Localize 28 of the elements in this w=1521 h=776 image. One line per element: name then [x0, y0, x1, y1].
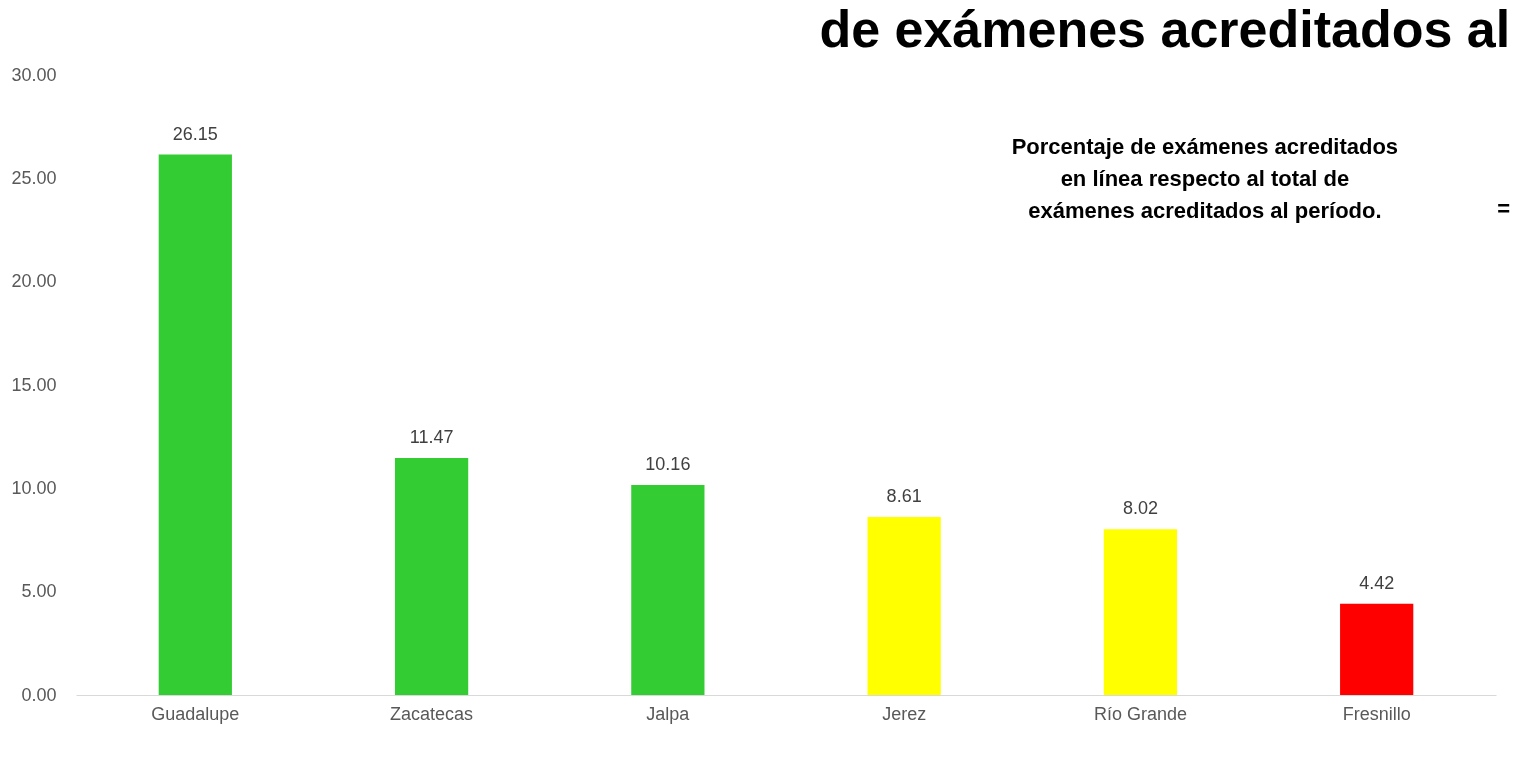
bar: [867, 517, 941, 695]
bar: [394, 457, 469, 695]
y-tick-label: 20.00: [11, 271, 57, 292]
data-label: 8.02: [1122, 498, 1158, 519]
y-tick-label: 0.00: [21, 684, 57, 705]
x-tick-label: Guadalupe: [151, 703, 240, 724]
y-tick-label: 5.00: [21, 581, 57, 602]
y-tick-label: 30.00: [11, 64, 57, 85]
data-label: 11.47: [409, 426, 454, 447]
y-tick-label: 25.00: [11, 167, 57, 188]
data-label: 10.16: [645, 454, 691, 475]
data-label: 4.42: [1359, 572, 1395, 593]
x-tick-label: Zacatecas: [390, 703, 474, 724]
chart-title: de exámenes acreditados al: [819, 0, 1511, 58]
bar: [1103, 529, 1178, 695]
data-label: 26.15: [172, 123, 218, 144]
x-tick-label: Jalpa: [646, 703, 691, 724]
text: =: [1497, 196, 1511, 221]
y-tick-label: 15.00: [11, 374, 57, 395]
annotation: Porcentaje de exámenes acreditados en línea respecto al total de exámenes acreditados al período.: [1011, 134, 1399, 223]
x-tick-label: Jerez: [882, 703, 927, 724]
bar: [158, 154, 232, 695]
bar: [631, 485, 705, 695]
bar: [1340, 603, 1414, 695]
data-label: 8.61: [886, 486, 922, 507]
y-tick-label: 10.00: [11, 477, 57, 498]
x-tick-label: Río Grande: [1093, 703, 1187, 724]
x-tick-label: Fresnillo: [1342, 703, 1411, 724]
